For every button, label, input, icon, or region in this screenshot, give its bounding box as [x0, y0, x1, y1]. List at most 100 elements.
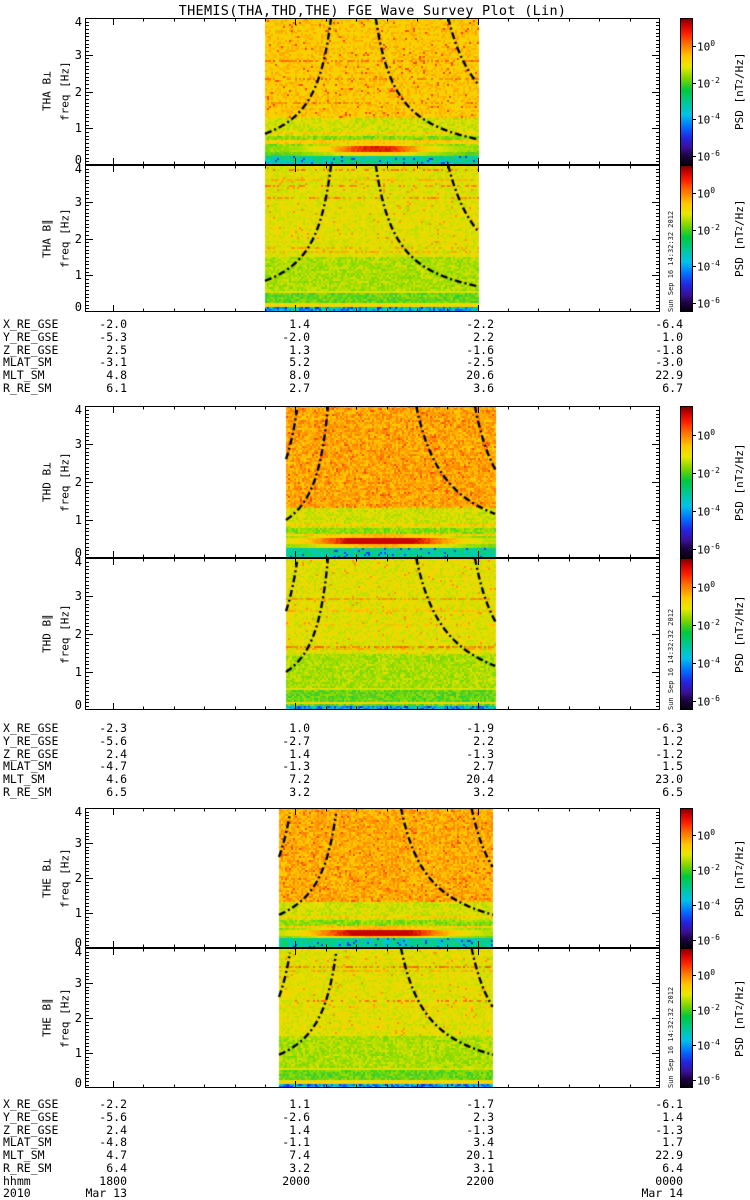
spectrogram-tha-bpar	[85, 165, 660, 312]
ephemeris-value: 3.4	[473, 1135, 494, 1150]
colorbar-tick-label: 10-6	[697, 694, 720, 709]
colorbar-tick-label: 10-6	[697, 296, 720, 311]
ytick-label: 4	[74, 403, 82, 417]
colorbar-tick-label: 10-2	[697, 863, 720, 878]
ytick-label: 3	[74, 47, 82, 62]
ephemeris-value: -2.0	[282, 329, 310, 344]
colorbar-axis-label: PSD [nT 2/Hz]	[731, 406, 748, 558]
table-row: MLT_SM 4.8 8.0 20.6 22.9	[0, 368, 750, 382]
ephemeris-value: 2.7	[473, 759, 494, 774]
ephemeris-value: 6.4	[106, 1160, 127, 1175]
ephemeris-value: 3.2	[289, 784, 310, 799]
colorbar-tick-exponent: 0	[710, 967, 716, 977]
ephemeris-value: 1.0	[662, 329, 683, 344]
colorbar-tick	[692, 266, 696, 268]
y-axis-label: freq [Hz]	[58, 604, 72, 664]
colorbar-tick-exponent: -6	[710, 149, 720, 159]
ephemeris-value: 4.7	[106, 1148, 127, 1162]
colorbar-axis-label: PSD [nT 2/Hz]	[731, 558, 748, 710]
y-axis-label: freq [Hz]	[58, 848, 72, 908]
colorbar-tick	[692, 192, 696, 194]
psd-label-sup: 2	[735, 621, 744, 627]
table-row: Y_RE_GSE -5.3 -2.0 2.2 1.0	[0, 329, 750, 344]
ephemeris-value: 20.4	[466, 772, 494, 786]
colorbar-tick-exponent: -2	[710, 222, 720, 232]
colorbar-tick-exponent: -6	[710, 541, 720, 551]
ephemeris-value: 22.9	[655, 1148, 683, 1162]
colorbar-tick-base: 10	[697, 429, 711, 443]
table-row: MLT_SM 4.6 7.2 20.4 23.0	[0, 772, 750, 786]
spectrogram-tha-bperp	[85, 18, 660, 165]
colorbar-tick-label: 100	[697, 186, 715, 201]
colorbar-tick-label: 10-2	[697, 223, 720, 238]
ephemeris-value: -2.5	[466, 355, 494, 370]
ephemeris-value: -2.0	[99, 317, 127, 331]
colorbar-tick-exponent: -6	[710, 1072, 720, 1082]
panel-label-tha-bpar: THA B∥	[40, 219, 54, 258]
date-end-label: Mar 14	[641, 1186, 683, 1200]
psd-label-suffix: /Hz]	[733, 979, 746, 1006]
axes-thd-bpar	[85, 558, 660, 710]
colorbar-tha-bpar	[680, 165, 693, 312]
axes-tha-bperp	[85, 18, 660, 165]
colorbar-tick-exponent: 0	[710, 185, 716, 195]
ephemeris-value: -1.3	[466, 1122, 494, 1137]
table-row: X_RE_GSE -2.0 1.4 -2.2 -6.4	[0, 317, 750, 331]
ephemeris-label: Y_RE_GSE	[3, 1109, 59, 1124]
colorbar-tick-base: 10	[697, 829, 711, 843]
colorbar-thd-bpar	[680, 558, 693, 710]
table-row: MLAT_SM -3.1 5.2 -2.5 -3.0	[0, 355, 750, 370]
colorbar-tick-label: 10-6	[697, 933, 720, 948]
ytick-label: 0	[74, 153, 82, 167]
psd-label-sup: 2	[735, 469, 744, 475]
ytick-label: 0	[74, 698, 82, 712]
colorbar-tick-exponent: 0	[710, 579, 716, 589]
ephemeris-value: 1.7	[662, 1135, 683, 1150]
psd-label-sup: 2	[735, 79, 744, 84]
colorbar-tick	[692, 974, 696, 976]
colorbar-tick	[692, 624, 696, 626]
colorbar-thd-bperp	[680, 406, 693, 558]
ephemeris-value: 2.4	[106, 746, 127, 761]
table-row: R_RE_SM 6.1 2.7 3.6 6.7	[0, 380, 750, 395]
colorbar-the-bpar	[680, 948, 693, 1088]
ephemeris-label: R_RE_SM	[3, 784, 52, 799]
ephemeris-value: -1.3	[655, 1122, 683, 1137]
colorbar-tick-label: 10-6	[697, 149, 720, 164]
ephemeris-value: 6.7	[662, 380, 683, 395]
ephemeris-value: 1.0	[289, 721, 310, 735]
ephemeris-value: -2.6	[282, 1109, 310, 1124]
ephemeris-value: -3.0	[655, 355, 683, 370]
plot-timestamp: Sun Sep 16 14:32:32 2012	[667, 210, 675, 312]
colorbar-tick	[692, 700, 696, 702]
colorbar-tick	[692, 434, 696, 436]
psd-label-prefix: PSD [nT	[733, 870, 746, 917]
psd-label-prefix: PSD [nT	[733, 626, 746, 673]
colorbar-tick-exponent: -6	[710, 932, 720, 942]
ephemeris-value: 20.6	[466, 368, 494, 382]
colorbar-axis-label: PSD [nT 2/Hz]	[731, 18, 748, 165]
ephemeris-label: R_RE_SM	[3, 380, 52, 395]
colorbar-tick-exponent: -2	[710, 617, 720, 627]
colorbar-tick-label: 10-4	[697, 112, 720, 127]
ytick-label: 0	[74, 300, 82, 314]
colorbar-tick-exponent: -2	[710, 465, 720, 475]
spectrogram-thd-bperp	[85, 406, 660, 558]
psd-label-prefix: PSD [nT	[733, 474, 746, 521]
plot-timestamp: Sun Sep 16 14:32:32 2012	[667, 608, 675, 710]
ephemeris-label: MLT_SM	[3, 772, 45, 786]
psd-label-sup: 2	[735, 1005, 744, 1011]
colorbar-tick-label: 100	[697, 428, 715, 443]
panel-label-thd-bpar: THD B∥	[40, 614, 54, 654]
ytick-label: 4	[74, 945, 82, 959]
colorbar-tick-base: 10	[697, 657, 711, 671]
colorbar-tick-label: 100	[697, 828, 715, 843]
ytick-label: 2	[74, 871, 82, 885]
ephemeris-value: 1.4	[662, 1109, 683, 1124]
spectrogram-the-bperp	[85, 808, 660, 948]
panel-label-thd-bperp: THD B⊥	[40, 462, 54, 502]
ytick-label: 2	[74, 1011, 82, 1025]
x-tick-label: 1800	[99, 1173, 127, 1188]
ephemeris-value: 3.1	[473, 1160, 494, 1175]
colorbar-tick	[692, 939, 696, 941]
